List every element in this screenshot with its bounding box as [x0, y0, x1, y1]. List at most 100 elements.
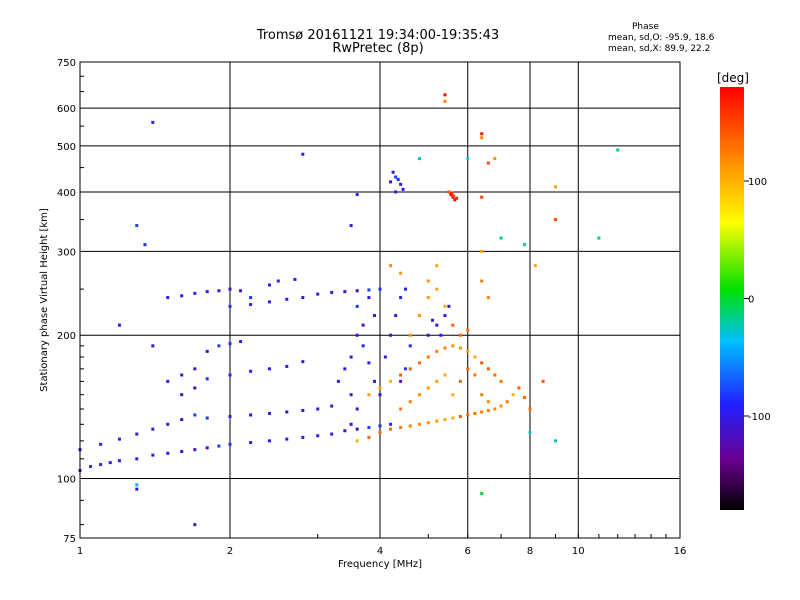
echo-point	[447, 304, 451, 308]
echo-point	[355, 193, 359, 197]
echo-point	[408, 333, 412, 337]
axis-ticks: 1 2 4 6 8 10 16 75 100 200 300 400 500 600 750	[57, 58, 686, 557]
echo-point	[349, 393, 353, 397]
echo-point	[473, 355, 477, 359]
echo-point	[180, 294, 184, 298]
echo-point	[361, 344, 365, 348]
echo-point	[117, 437, 121, 441]
echo-point	[431, 318, 435, 322]
echo-point	[394, 175, 398, 179]
echo-point	[355, 439, 359, 443]
echo-point	[316, 407, 320, 411]
echo-point	[447, 190, 451, 194]
echo-point	[205, 416, 209, 420]
echo-point	[249, 303, 253, 307]
echo-point	[205, 446, 209, 450]
echo-point	[399, 425, 403, 429]
echo-point	[426, 296, 430, 300]
x-axis-label: Frequency [MHz]	[338, 559, 422, 570]
phase-stats-x: mean, sd,X: 89.9, 22.2	[608, 44, 711, 54]
echo-point	[135, 457, 139, 461]
echo-point	[343, 290, 347, 294]
echo-point	[394, 190, 398, 194]
echo-point	[228, 287, 232, 291]
echo-point	[480, 136, 484, 140]
echo-point	[389, 427, 393, 431]
echo-point	[453, 198, 457, 202]
echo-point	[367, 435, 371, 439]
echo-point	[450, 191, 454, 195]
x-tick-label: 10	[572, 546, 585, 557]
echo-point	[367, 361, 371, 365]
echo-point	[443, 346, 447, 350]
echo-point	[367, 296, 371, 300]
echo-point	[301, 435, 305, 439]
echo-point	[330, 290, 334, 294]
echo-point	[466, 328, 470, 332]
y-tick-label: 500	[57, 142, 76, 153]
y-tick-label: 75	[63, 534, 76, 545]
echo-point	[180, 449, 184, 453]
series-scattered-echoes	[135, 148, 620, 496]
echo-point	[435, 379, 439, 383]
echo-point	[451, 393, 455, 397]
echo-point	[228, 414, 232, 418]
y-tick-label: 750	[57, 58, 76, 69]
chart-title: Tromsø 20161121 19:34:00-19:35:43	[256, 28, 500, 43]
echo-point	[417, 422, 421, 426]
echo-point	[499, 379, 503, 383]
echo-point	[473, 411, 477, 415]
echo-point	[480, 132, 484, 136]
echo-point	[355, 304, 359, 308]
echo-point	[239, 289, 243, 293]
echo-point	[343, 429, 347, 433]
echo-point	[553, 439, 557, 443]
echo-point	[378, 386, 382, 390]
echo-point	[378, 430, 382, 434]
echo-point	[399, 373, 403, 377]
echo-point	[486, 161, 490, 165]
echo-point	[466, 367, 470, 371]
echo-point	[553, 185, 557, 189]
echo-point	[267, 300, 271, 304]
echo-point	[486, 408, 490, 412]
echo-point	[417, 361, 421, 365]
echo-point	[399, 271, 403, 275]
echo-point	[473, 373, 477, 377]
echo-point	[435, 349, 439, 353]
echo-point	[449, 193, 453, 197]
echo-point	[117, 323, 121, 327]
echo-point	[517, 386, 521, 390]
echo-point	[443, 314, 447, 318]
echo-point	[276, 279, 280, 283]
echo-point	[597, 236, 601, 240]
echo-point	[166, 422, 170, 426]
echo-point	[451, 416, 455, 420]
echo-point	[435, 287, 439, 291]
echo-point	[480, 361, 484, 365]
echo-point	[458, 346, 462, 350]
echo-point	[151, 427, 155, 431]
colorbar-label: [deg]	[717, 71, 749, 85]
echo-point	[343, 367, 347, 371]
echo-point	[180, 373, 184, 377]
echo-point	[396, 177, 400, 181]
echo-point	[417, 157, 421, 161]
echo-point	[443, 373, 447, 377]
plot-frame	[79, 61, 681, 539]
grid-lines	[80, 62, 680, 538]
echo-point	[480, 393, 484, 397]
echo-point	[180, 393, 184, 397]
echo-point	[383, 355, 387, 359]
echo-point	[493, 407, 497, 411]
echo-point	[267, 411, 271, 415]
echo-point	[505, 400, 509, 404]
y-tick-label: 400	[57, 188, 76, 199]
echo-point	[330, 432, 334, 436]
echo-point	[336, 379, 340, 383]
echo-point	[373, 314, 377, 318]
echo-point	[394, 314, 398, 318]
echo-point	[523, 395, 527, 399]
echo-point	[480, 492, 484, 496]
echo-point	[355, 289, 359, 293]
